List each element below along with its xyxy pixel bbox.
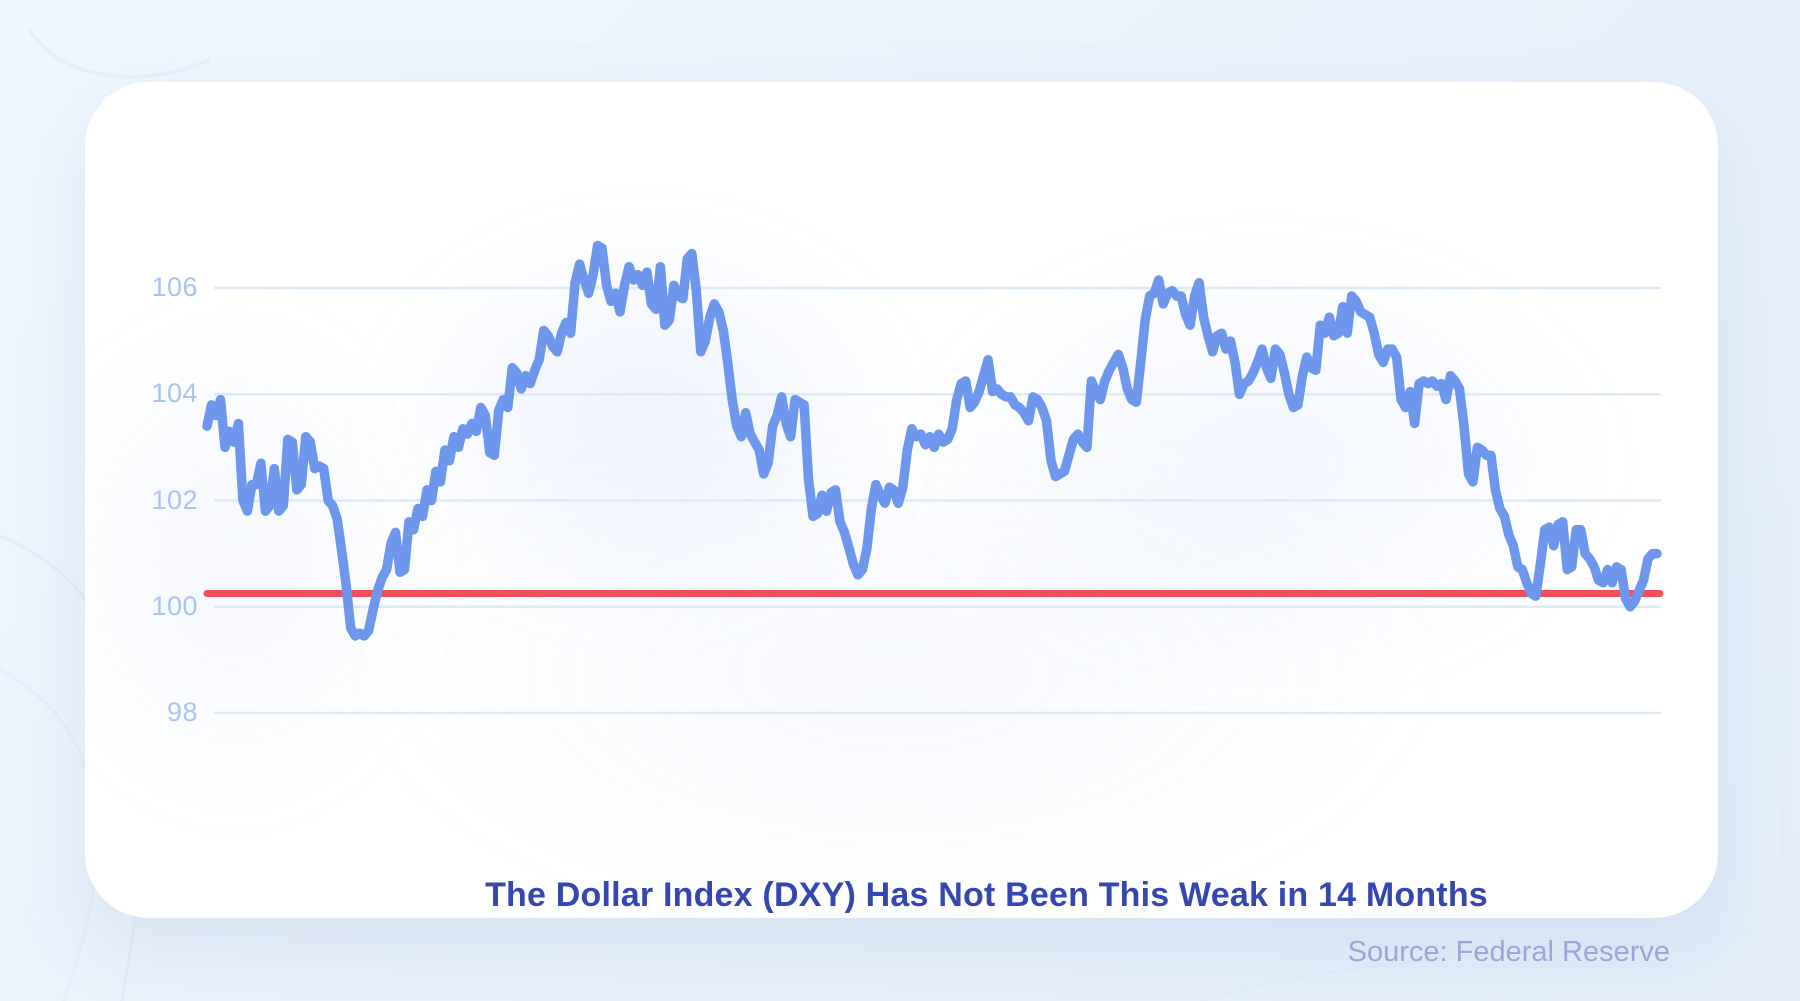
- glow-blob: [345, 412, 1445, 918]
- glow-blob: [85, 302, 445, 822]
- source-note: Source: Federal Reserve: [1347, 936, 1670, 968]
- background-wave-curve: [0, 667, 99, 1001]
- glow-blob: [365, 212, 925, 632]
- background-wave-curve: [28, 28, 211, 79]
- chart-card: The Dollar Index (DXY) Has Not Been This…: [85, 82, 1718, 918]
- chart-title: The Dollar Index (DXY) Has Not Been This…: [485, 876, 1488, 914]
- glow-blob: [905, 232, 1625, 692]
